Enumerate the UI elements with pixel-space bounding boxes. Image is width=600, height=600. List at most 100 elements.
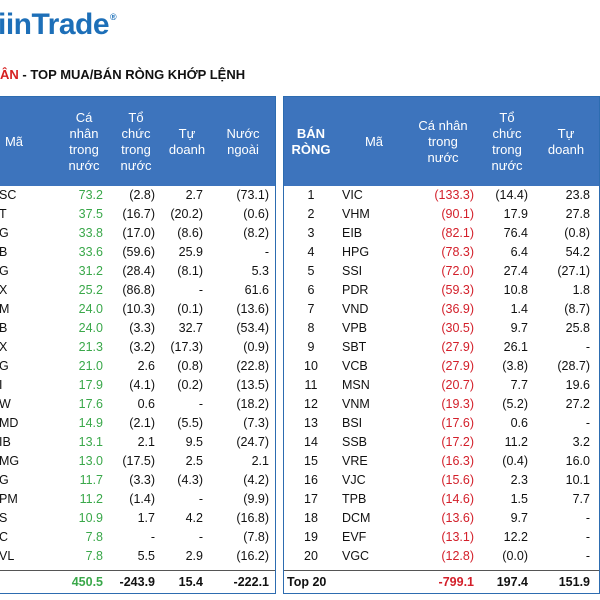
table-row: 11 MSN (20.7) 7.7 19.6 [284,376,599,395]
cell-to-chuc: (16.7) [122,207,155,221]
cell-nuoc-ngoai: (4.2) [243,473,269,487]
total-to-chuc: 197.4 [496,575,528,589]
cell-nuoc-ngoai: (9.9) [243,492,269,506]
cell-to-chuc: (14.4) [495,188,528,202]
cell-rank: 20 [304,549,318,563]
cell-tu-doanh: 19.6 [565,378,590,392]
registered-mark: ® [110,12,117,22]
cell-ca-nhan: 17.9 [78,378,103,392]
cell-rank: 3 [307,226,315,240]
cell-tu-doanh: - [198,397,203,411]
cell-to-chuc: 9.7 [510,321,528,335]
table-row: 20 VGC (12.8) (0.0) - [284,547,599,566]
table-row: 16 VJC (15.6) 2.3 10.1 [284,471,599,490]
table-row: 7 VND (36.9) 1.4 (8.7) [284,300,599,319]
cell-tu-doanh: (17.3) [170,340,203,354]
cell-ca-nhan: (14.6) [441,492,474,506]
cell-ca-nhan: 13.1 [78,435,103,449]
cell-ca-nhan: (13.6) [441,511,474,525]
table-row: S 10.9 1.7 4.2 (16.8) [0,509,275,528]
cell-ma: B [0,321,8,335]
cell-to-chuc: 1.7 [137,511,155,525]
cell-to-chuc: (2.1) [129,416,155,430]
cell-tu-doanh: 2.9 [185,549,203,563]
cell-ma: DCM [342,511,371,525]
cell-ca-nhan: 24.0 [78,302,103,316]
cell-ca-nhan: (72.0) [441,264,474,278]
table-row: SC 73.2 (2.8) 2.7 (73.1) [0,186,275,205]
table-row: I 17.9 (4.1) (0.2) (13.5) [0,376,275,395]
table-row: 9 SBT (27.9) 26.1 - [284,338,599,357]
cell-tu-doanh: 27.2 [565,397,590,411]
cell-tu-doanh: 25.8 [565,321,590,335]
cell-ma: VNM [342,397,370,411]
cell-rank: 14 [304,435,318,449]
cell-ca-nhan: (36.9) [441,302,474,316]
table-row: 2 VHM (90.1) 17.9 27.8 [284,205,599,224]
cell-rank: 11 [304,378,318,392]
table-row: 13 BSI (17.6) 0.6 - [284,414,599,433]
cell-rank: 1 [307,188,315,202]
cell-to-chuc: (0.4) [502,454,528,468]
table-row: 5 SSI (72.0) 27.4 (27.1) [284,262,599,281]
cell-ca-nhan: 25.2 [78,283,103,297]
cell-ca-nhan: 73.2 [78,188,103,202]
cell-ca-nhan: 33.8 [78,226,103,240]
page-title-accent: ÂN [0,67,19,82]
cell-to-chuc: 26.1 [503,340,528,354]
cell-ma: SBT [342,340,367,354]
cell-tu-doanh: 54.2 [565,245,590,259]
cell-ma: VND [342,302,369,316]
cell-tu-doanh: 2.7 [185,188,203,202]
cell-ma: SSI [342,264,363,278]
col-header-ma: Mã [4,133,24,149]
table-row: 14 SSB (17.2) 11.2 3.2 [284,433,599,452]
table-row: 4 HPG (78.3) 6.4 54.2 [284,243,599,262]
cell-nuoc-ngoai: (24.7) [236,435,269,449]
cell-ca-nhan: (82.1) [441,226,474,240]
cell-to-chuc: 2.3 [510,473,528,487]
cell-ca-nhan: (90.1) [441,207,474,221]
cell-tu-doanh: (0.2) [177,378,203,392]
cell-ca-nhan: (19.3) [441,397,474,411]
cell-tu-doanh: 4.2 [185,511,203,525]
cell-tu-doanh: - [198,283,203,297]
cell-nuoc-ngoai: (13.5) [236,378,269,392]
cell-to-chuc: 9.7 [510,511,528,525]
table-row: VL 7.8 5.5 2.9 (16.2) [0,547,275,566]
cell-tu-doanh: - [585,416,590,430]
cell-ma: VCB [342,359,368,373]
cell-ca-nhan: 7.8 [85,549,103,563]
col-header-tu-doanh: Tự doanh [547,125,585,157]
cell-ca-nhan: 10.9 [78,511,103,525]
cell-rank: 10 [304,359,318,373]
cell-rank: 4 [307,245,315,259]
cell-ma: VHM [342,207,370,221]
logo: iinTrade® [0,8,117,42]
table-row: G 11.7 (3.3) (4.3) (4.2) [0,471,275,490]
cell-ma: MG [0,454,20,468]
cell-rank: 12 [304,397,318,411]
cell-ma: IB [0,435,11,449]
cell-nuoc-ngoai: (7.8) [243,530,269,544]
page-title-text: - TOP MUA/BÁN RÒNG KHỚP LỆNH [18,67,246,82]
cell-ca-nhan: 31.2 [78,264,103,278]
cell-to-chuc: 11.2 [504,435,528,449]
cell-tu-doanh: (8.7) [564,302,590,316]
cell-rank: 19 [304,530,318,544]
table-row: 19 EVF (13.1) 12.2 - [284,528,599,547]
cell-nuoc-ngoai: (22.8) [236,359,269,373]
net-buy-table: Mã Cá nhân trong nước Tổ chức trong nước… [0,96,276,594]
cell-ca-nhan: (12.8) [441,549,474,563]
cell-nuoc-ngoai: (53.4) [236,321,269,335]
cell-ca-nhan: (20.7) [441,378,474,392]
col-header-ma: Mã [364,133,384,149]
cell-ma: W [0,397,11,411]
cell-nuoc-ngoai: (18.2) [236,397,269,411]
cell-ca-nhan: (16.3) [441,454,474,468]
cell-tu-doanh: 7.7 [572,492,590,506]
cell-ca-nhan: 21.3 [78,340,103,354]
table-row: 12 VNM (19.3) (5.2) 27.2 [284,395,599,414]
cell-nuoc-ngoai: (16.2) [236,549,269,563]
cell-ca-nhan: 24.0 [78,321,103,335]
